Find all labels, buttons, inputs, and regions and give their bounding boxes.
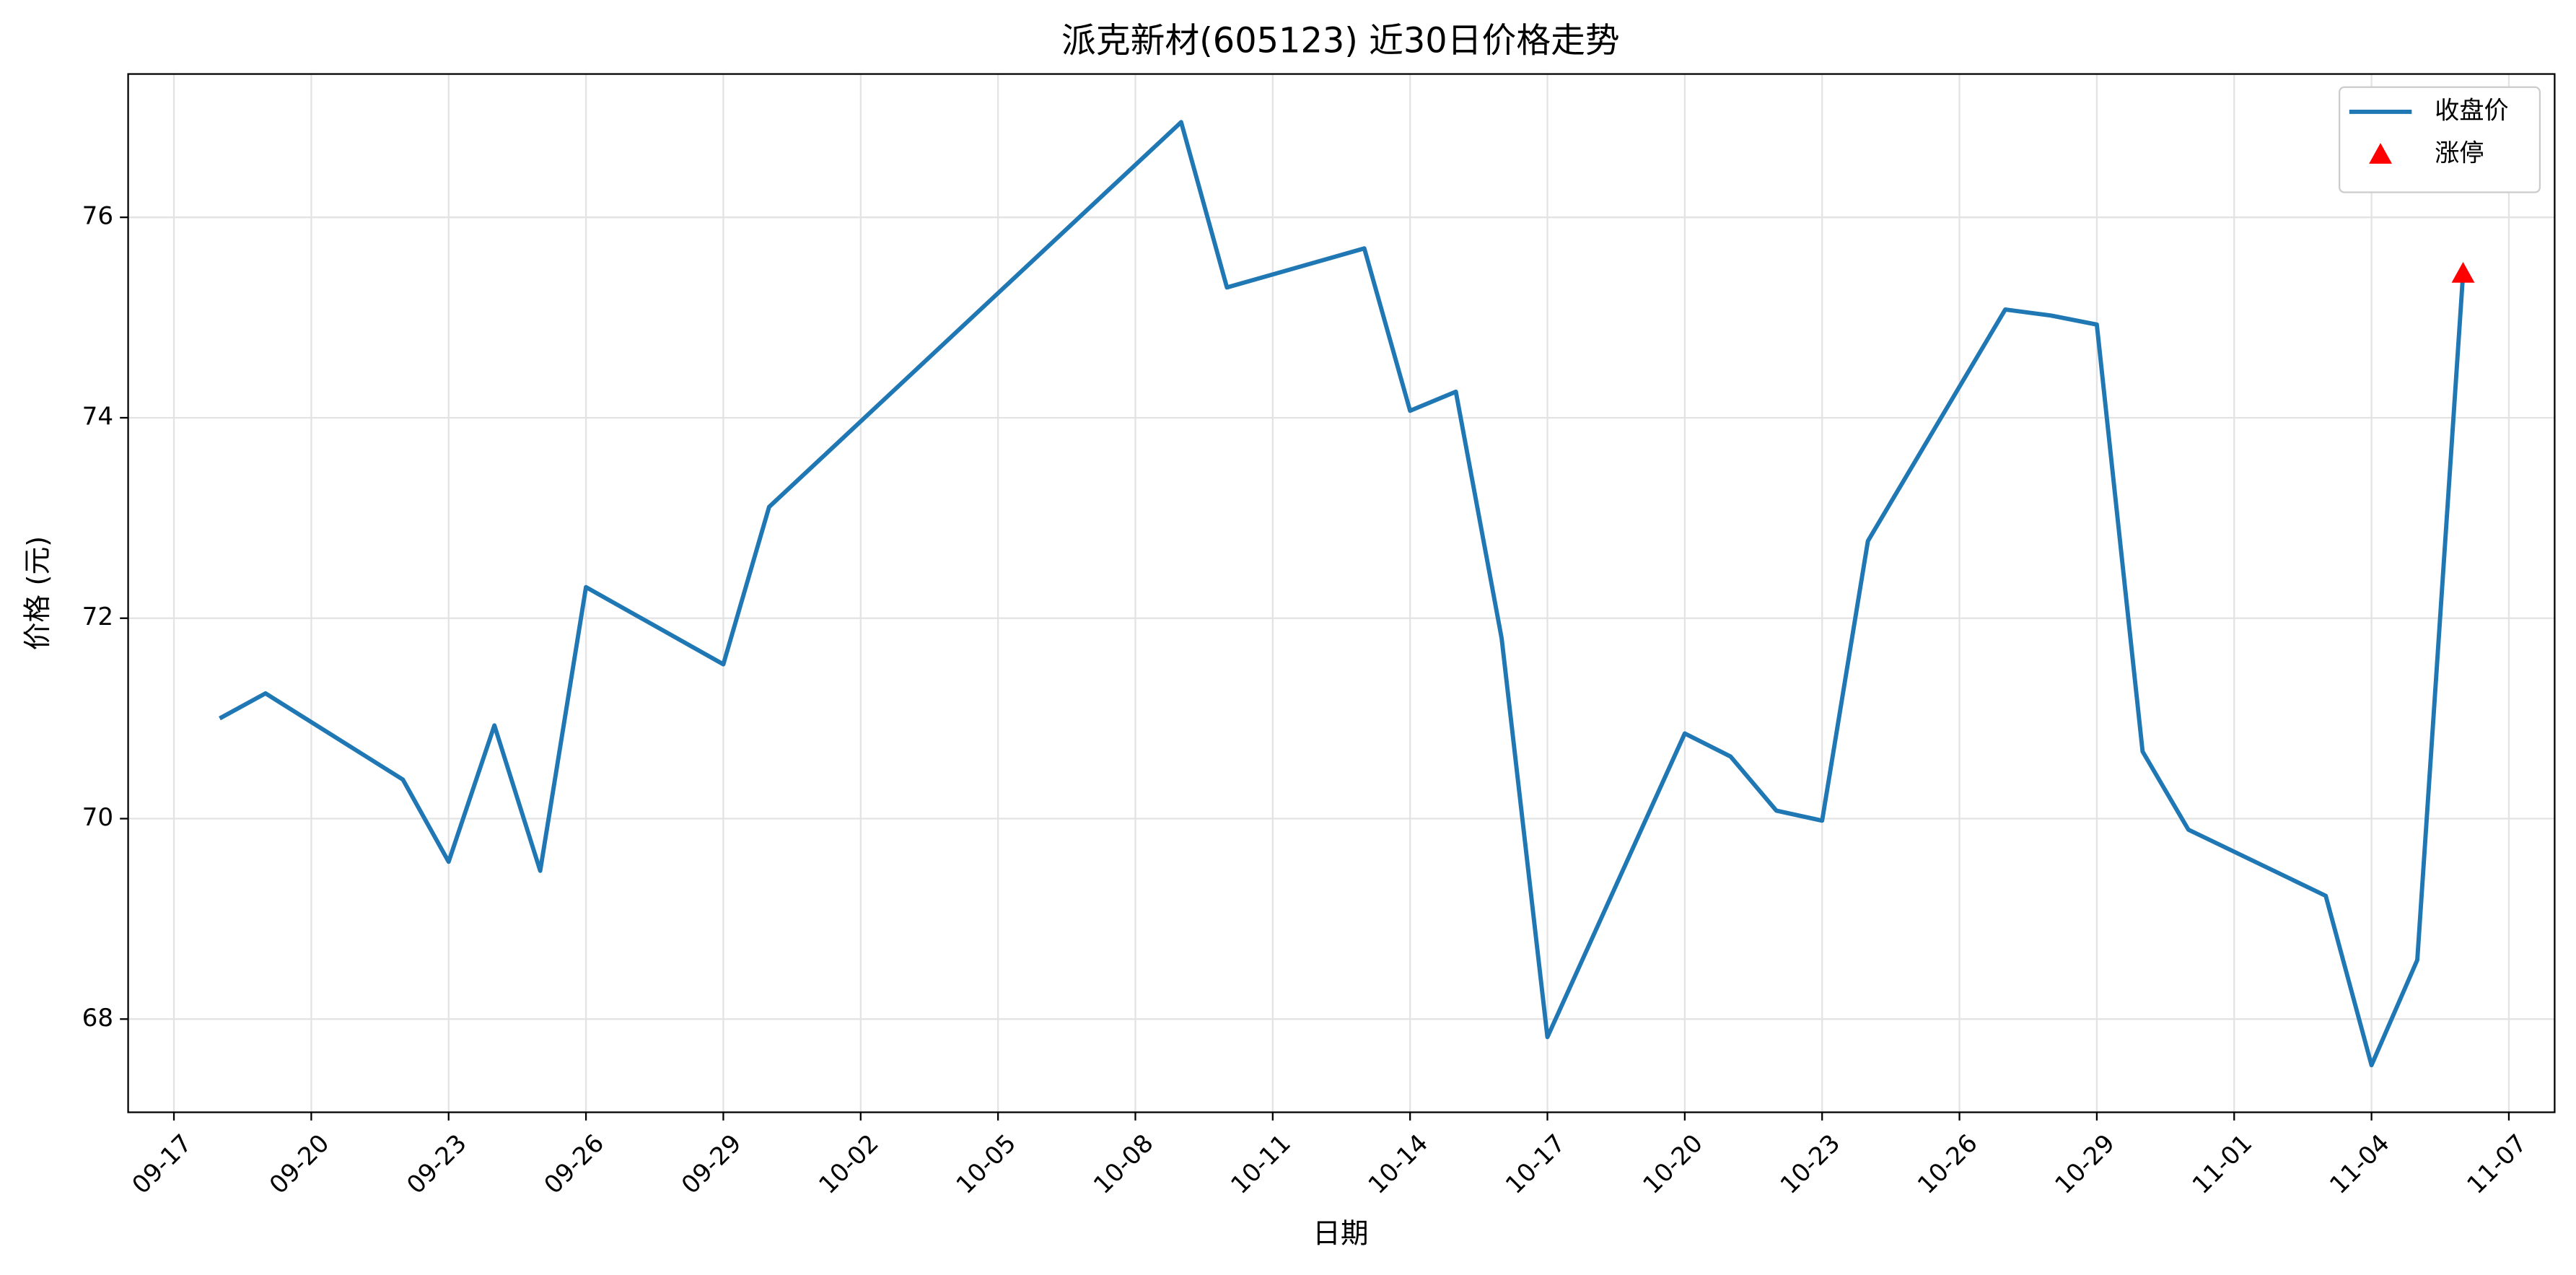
- y-axis-label: 价格 (元): [22, 536, 54, 651]
- y-tick-label: 76: [82, 202, 113, 231]
- plot-frame: [127, 73, 2556, 1113]
- price-line: [219, 120, 2466, 1068]
- y-tick-label: 74: [82, 402, 113, 431]
- chart-title: 派克新材(605123) 近30日价格走势: [1061, 21, 1620, 61]
- y-tick-label: 70: [82, 803, 113, 832]
- legend-marker: [2369, 143, 2392, 164]
- x-axis-label: 日期: [1313, 1218, 1368, 1250]
- legend-label: 收盘价: [2435, 96, 2508, 125]
- limit-up-marker: [2451, 262, 2475, 283]
- y-tick-label: 72: [82, 603, 113, 631]
- y-tick-label: 68: [82, 1004, 113, 1033]
- legend-label: 涨停: [2435, 139, 2484, 168]
